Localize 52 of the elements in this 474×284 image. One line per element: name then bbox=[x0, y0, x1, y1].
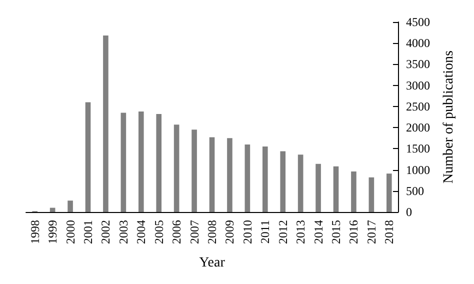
bar bbox=[103, 36, 108, 212]
bar bbox=[156, 114, 162, 212]
x-tick-label: 2011 bbox=[258, 220, 272, 244]
y-tick-label: 4500 bbox=[406, 15, 430, 29]
x-tick-label: 2010 bbox=[240, 220, 254, 244]
x-tick-label: 2004 bbox=[134, 220, 148, 244]
y-tick-label: 3500 bbox=[406, 57, 430, 72]
x-axis-title: Year bbox=[199, 256, 226, 270]
x-tick-label: 2016 bbox=[346, 220, 361, 244]
bar bbox=[351, 171, 356, 212]
bar bbox=[192, 130, 197, 212]
y-tick-label: 4000 bbox=[406, 36, 430, 50]
y-tick-label: 2500 bbox=[406, 99, 430, 114]
bar bbox=[138, 112, 144, 212]
x-tick-label: 2005 bbox=[152, 220, 166, 244]
y-tick-label: 1000 bbox=[406, 162, 430, 177]
x-tick-label: 2003 bbox=[116, 220, 130, 244]
bar bbox=[120, 112, 126, 212]
x-tick-label: 2017 bbox=[364, 220, 378, 244]
x-tick-label: 2012 bbox=[276, 220, 290, 244]
x-tick-label: 2009 bbox=[222, 220, 237, 244]
x-tick-label: 2001 bbox=[81, 220, 95, 244]
x-tick-label: 2013 bbox=[294, 220, 308, 244]
y-tick-label: 1500 bbox=[406, 142, 430, 156]
bar bbox=[368, 177, 374, 212]
y-tick-label: 0 bbox=[406, 205, 412, 219]
bar bbox=[244, 144, 250, 212]
x-tick-label: 2015 bbox=[329, 220, 343, 244]
y-tick-label: 500 bbox=[406, 184, 424, 198]
bar bbox=[280, 151, 286, 212]
x-tick-label: 2014 bbox=[311, 220, 326, 244]
y-tick-label: 2000 bbox=[406, 120, 430, 135]
bar bbox=[174, 124, 180, 212]
bar bbox=[85, 102, 91, 212]
bar bbox=[209, 137, 215, 212]
bar bbox=[298, 154, 304, 212]
y-axis-title: Number of publications bbox=[442, 50, 456, 184]
bar bbox=[386, 174, 392, 212]
bar bbox=[68, 200, 73, 212]
x-tick-label: 2006 bbox=[170, 220, 184, 244]
bar bbox=[262, 146, 268, 212]
bar bbox=[316, 164, 321, 212]
x-tick-label: 1999 bbox=[46, 220, 60, 244]
bar bbox=[227, 138, 232, 212]
y-tick-label: 3000 bbox=[406, 78, 430, 92]
bar bbox=[333, 166, 339, 212]
x-tick-label: 2000 bbox=[63, 220, 78, 244]
x-tick-label: 2008 bbox=[205, 220, 219, 244]
x-tick-label: 2007 bbox=[187, 220, 202, 244]
x-tick-label: 2002 bbox=[98, 220, 113, 244]
x-tick-label: 2018 bbox=[382, 220, 396, 244]
x-tick-label: 1998 bbox=[28, 220, 42, 244]
